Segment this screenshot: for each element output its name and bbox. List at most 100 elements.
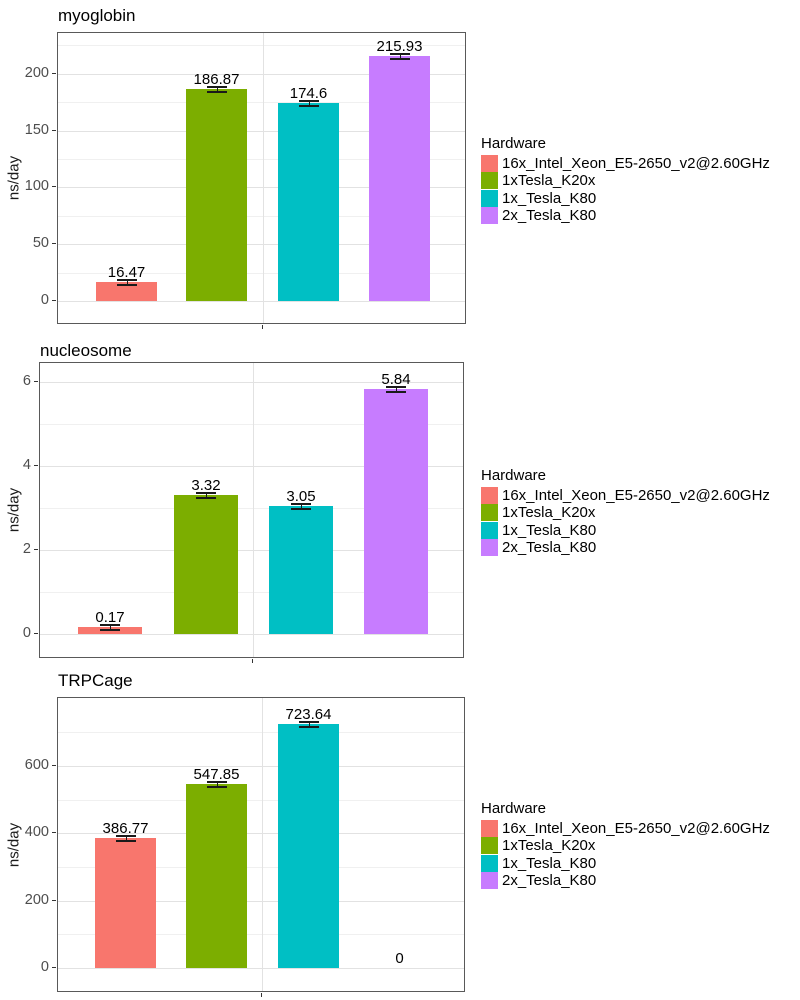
legend-item-label: 2x_Tesla_K80 — [502, 207, 597, 225]
legend-item-label: 1xTesla_K20x — [502, 837, 596, 855]
legend-item: 16x_Intel_Xeon_E5-2650_v2@2.60GHz — [481, 487, 799, 505]
legend-swatch — [481, 820, 498, 838]
gridline-minor — [58, 102, 465, 104]
y-tick-mark — [52, 300, 56, 301]
legend-item-label: 16x_Intel_Xeon_E5-2650_v2@2.60GHz — [502, 820, 770, 838]
bar-1xTesla_K20x — [186, 783, 247, 968]
legend-item-label: 2x_Tesla_K80 — [502, 872, 597, 890]
legend: Hardware 16x_Intel_Xeon_E5-2650_v2@2.60GH… — [481, 467, 799, 557]
plot-panel: 386.77 547.85 723.64 0 — [57, 697, 465, 992]
legend-item: 16x_Intel_Xeon_E5-2650_v2@2.60GHz — [481, 155, 799, 173]
error-bar-cap-top — [116, 279, 137, 282]
bar-value-label: 3.05 — [286, 487, 316, 505]
gridline-major — [40, 465, 463, 467]
legend-item-label: 16x_Intel_Xeon_E5-2650_v2@2.60GHz — [502, 155, 770, 173]
legend-item: 1xTesla_K20x — [481, 504, 799, 522]
bar-value-label: 3.32 — [191, 476, 221, 494]
error-bar-cap-top — [298, 99, 319, 102]
error-bar-cap-bottom — [206, 90, 227, 93]
gridline-vertical — [262, 698, 263, 991]
bar-value-label: 723.64 — [285, 706, 332, 724]
y-tick-label: 200 — [24, 64, 49, 81]
error-bar-cap-bottom — [115, 839, 136, 842]
legend-swatch — [481, 539, 498, 557]
legend: Hardware 16x_Intel_Xeon_E5-2650_v2@2.60GH… — [481, 800, 799, 890]
legend-item-label: 1xTesla_K20x — [502, 172, 596, 190]
y-tick-mark — [52, 832, 56, 834]
legend-item-label: 16x_Intel_Xeon_E5-2650_v2@2.60GHz — [502, 487, 770, 505]
y-tick-mark — [52, 765, 56, 766]
error-bar-cap-bottom — [206, 785, 227, 788]
bar-value-label: 174.6 — [289, 84, 328, 102]
error-bar-cap-bottom — [196, 496, 216, 499]
legend-item: 1xTesla_K20x — [481, 837, 799, 855]
y-tick-mark — [34, 380, 38, 382]
error-bar-line — [216, 85, 218, 92]
bar-value-label: 0 — [395, 950, 404, 967]
legend-swatch — [481, 521, 498, 539]
bar-16x_Intel_Xeon_E5-2650_v2@2.60GHz — [78, 626, 142, 634]
gridline-minor — [58, 867, 464, 868]
error-bar-cap-top — [298, 721, 319, 724]
error-bar-cap-top — [291, 502, 311, 505]
bar-value-label: 215.93 — [376, 37, 423, 55]
legend-swatch — [481, 155, 498, 173]
y-tick-label: 200 — [24, 891, 49, 908]
legend-item: 2x_Tesla_K80 — [481, 872, 799, 890]
legend-swatch — [481, 172, 498, 190]
legend-item: 1xTesla_K20x — [481, 172, 799, 190]
y-tick-mark — [52, 899, 56, 901]
error-bar-cap-bottom — [389, 57, 410, 60]
y-tick-mark — [52, 129, 56, 131]
y-axis-title: ns/day — [5, 822, 23, 867]
bar-value-label: 547.85 — [193, 765, 240, 783]
gridline-vertical — [252, 363, 254, 657]
plot-panel: 0.17 3.32 3.05 5.84 — [39, 362, 464, 658]
legend: Hardware 16x_Intel_Xeon_E5-2650_v2@2.60GH… — [481, 135, 799, 225]
gridline-minor — [58, 272, 465, 274]
bar-16x_Intel_Xeon_E5-2650_v2@2.60GHz — [96, 282, 157, 301]
gridline-major — [58, 968, 464, 969]
y-tick-mark — [52, 72, 56, 74]
legend-item-label: 1x_Tesla_K80 — [502, 189, 597, 207]
error-bar-cap-top — [206, 85, 227, 88]
gridline-minor — [58, 934, 464, 936]
gridline-minor — [40, 507, 463, 509]
gridline-minor — [40, 423, 463, 425]
gridline-minor — [58, 732, 464, 734]
gridline-vertical — [262, 33, 264, 323]
error-bar-line — [206, 491, 207, 498]
error-bar-cap-bottom — [386, 390, 406, 393]
legend-item: 2x_Tesla_K80 — [481, 539, 799, 557]
y-tick-label: 600 — [24, 757, 49, 773]
error-bar-cap-bottom — [298, 104, 319, 107]
legend-swatch — [481, 837, 498, 855]
bar-1x_Tesla_K80 — [278, 102, 339, 301]
legend-item: 2x_Tesla_K80 — [481, 207, 799, 225]
error-bar-cap-bottom — [100, 628, 120, 631]
gridline-major — [58, 766, 464, 767]
x-tick-mark — [261, 325, 263, 329]
chart-title: nucleosome — [40, 341, 132, 360]
y-tick-label: 0 — [22, 625, 31, 641]
bar-value-label: 5.84 — [381, 370, 411, 388]
bar-value-label: 0.17 — [95, 608, 125, 626]
gridline-minor — [58, 215, 465, 217]
y-axis-title: ns/day — [5, 155, 23, 201]
bar-value-label: 186.87 — [193, 70, 240, 88]
gridline-major — [40, 549, 463, 551]
error-bar-line — [308, 99, 310, 106]
y-tick-mark — [34, 548, 38, 550]
error-bar-cap-bottom — [298, 726, 319, 729]
y-tick-mark — [34, 633, 38, 634]
error-bar-line — [396, 385, 397, 392]
x-tick-mark — [261, 993, 262, 997]
y-tick-mark — [52, 967, 56, 968]
gridline-minor — [58, 159, 465, 161]
legend-item-label: 1xTesla_K20x — [502, 504, 596, 522]
error-bar-cap-top — [196, 491, 216, 494]
y-axis-title: ns/day — [5, 487, 23, 533]
